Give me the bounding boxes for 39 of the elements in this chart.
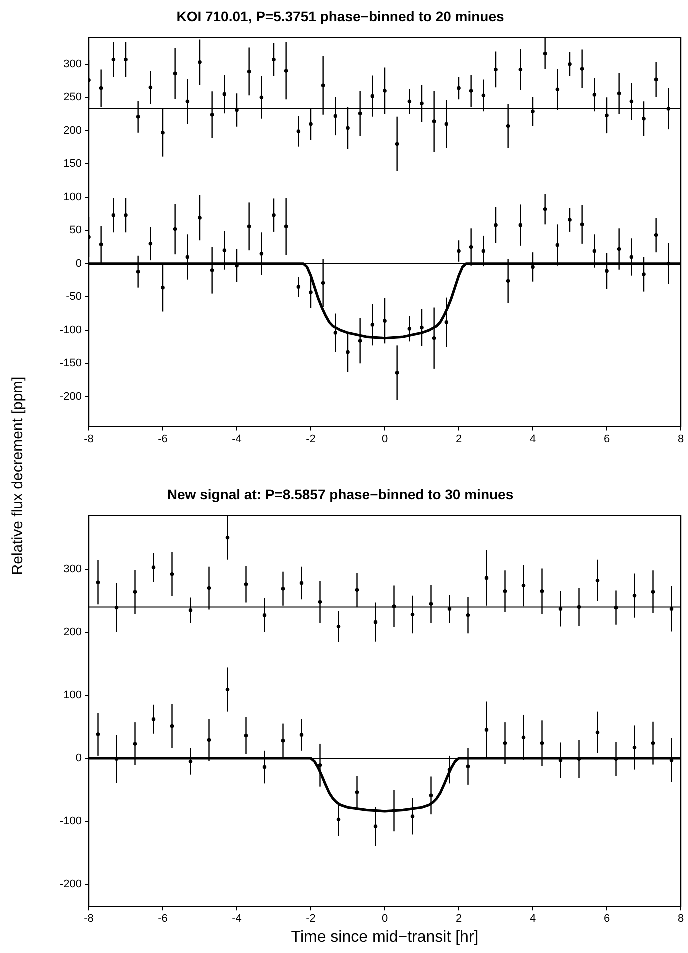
x-axis-title: Time since mid−transit [hr] [291, 928, 479, 946]
x-tick-label: -8 [84, 433, 94, 446]
y-tick-label: 300 [64, 563, 82, 576]
x-tick-label: -6 [158, 913, 168, 926]
x-tick-label: 8 [678, 433, 684, 446]
y-axis-title: Relative flux decrement [ppm] [10, 376, 26, 576]
x-tick-label: 2 [456, 913, 462, 926]
chart-title: KOI 710.01, P=5.3751 phase−binned to 20 minues [176, 8, 505, 24]
y-tick-label: -200 [60, 390, 82, 403]
x-tick-label: -4 [232, 433, 242, 446]
y-tick-label: 50 [70, 224, 82, 237]
x-tick-label: -8 [84, 913, 94, 926]
y-tick-label: 300 [64, 58, 82, 70]
y-tick-label: 100 [64, 689, 82, 702]
x-tick-label: 0 [382, 913, 388, 926]
x-tick-label: 4 [530, 433, 536, 446]
x-tick-label: 6 [604, 433, 610, 446]
chart-title: New signal at: P=8.5857 phase−binned to 30 minues [167, 486, 514, 502]
y-tick-label: -100 [60, 816, 82, 828]
y-tick-label: 200 [64, 124, 82, 137]
x-tick-label: 6 [604, 913, 610, 926]
x-tick-label: -2 [306, 433, 316, 446]
y-tick-label: -200 [60, 878, 82, 891]
y-tick-label: 200 [64, 626, 82, 638]
y-tick-label: -100 [60, 324, 82, 336]
x-tick-label: 4 [530, 913, 536, 926]
y-tick-label: -50 [66, 291, 82, 304]
y-tick-label: 250 [64, 92, 82, 104]
x-tick-label: 0 [382, 433, 388, 446]
x-tick-label: -4 [232, 913, 242, 926]
y-tick-label: 150 [64, 158, 82, 170]
x-tick-label: -6 [158, 433, 168, 446]
x-tick-label: -2 [306, 913, 316, 926]
y-tick-label: 0 [76, 752, 82, 765]
x-tick-label: 2 [456, 433, 462, 446]
x-tick-label: 8 [678, 913, 684, 926]
y-tick-label: -150 [60, 358, 82, 370]
y-tick-label: 100 [64, 191, 82, 204]
y-tick-label: 0 [76, 258, 82, 270]
